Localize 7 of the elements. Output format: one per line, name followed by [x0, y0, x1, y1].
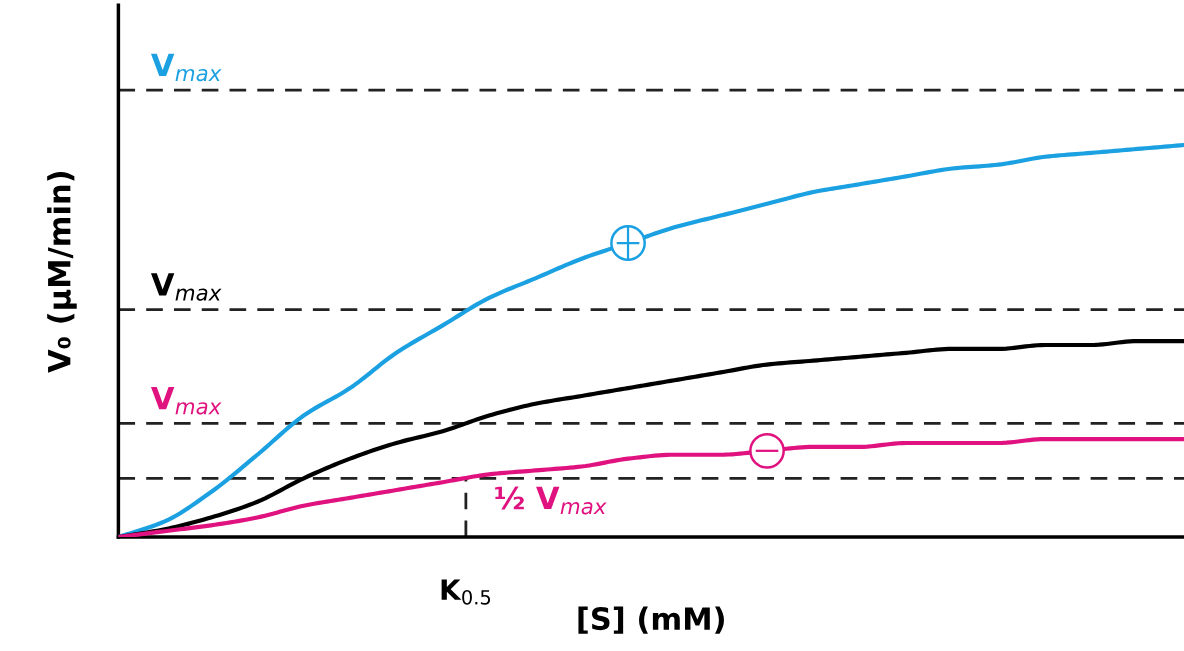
ref-line-label: V$_{max}$	[150, 386, 222, 415]
ref-line-label: V$_{max}$	[150, 53, 222, 82]
ref-line-label: V$_{max}$	[150, 273, 222, 301]
text: K$_{0.5}$	[441, 579, 491, 605]
y-axis-title: V₀ (μM/min)	[47, 171, 77, 373]
ref-line-label: ½ V$_{max}$	[495, 486, 607, 515]
x-axis-title: [S] (mM)	[578, 606, 724, 634]
